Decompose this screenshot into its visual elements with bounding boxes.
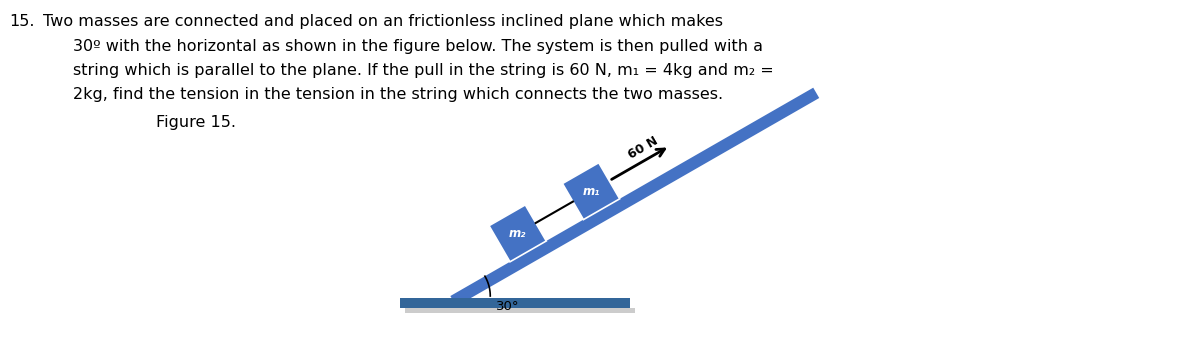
Polygon shape [490,205,546,262]
Text: string which is parallel to the plane. If the pull in the string is 60 N, m₁ = 4: string which is parallel to the plane. I… [73,63,774,78]
Text: m₂: m₂ [509,227,527,240]
Text: Two masses are connected and placed on an frictionless inclined plane which make: Two masses are connected and placed on a… [43,14,724,29]
Text: 60 N: 60 N [626,134,661,162]
Text: 2kg, find the tension in the tension in the string which connects the two masses: 2kg, find the tension in the tension in … [73,87,724,102]
Text: 30°: 30° [496,300,520,313]
Text: 15.: 15. [10,14,35,29]
Polygon shape [401,298,630,308]
Polygon shape [450,88,820,306]
Polygon shape [406,308,635,313]
Polygon shape [563,163,619,220]
Text: Figure 15.: Figure 15. [156,116,236,131]
Text: 30º with the horizontal as shown in the figure below. The system is then pulled : 30º with the horizontal as shown in the … [73,39,763,54]
Text: m₁: m₁ [582,185,600,198]
